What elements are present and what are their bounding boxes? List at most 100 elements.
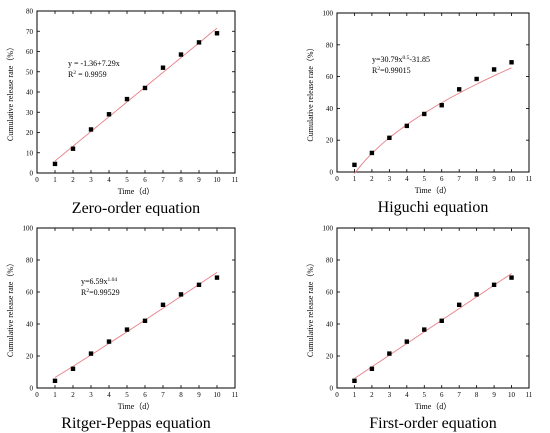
panel-title: First-order equation bbox=[369, 415, 497, 432]
data-point bbox=[352, 162, 357, 168]
x-tick-label: 10 bbox=[214, 176, 222, 184]
plot-frame bbox=[36, 10, 236, 174]
y-tick-label: 40 bbox=[326, 105, 334, 113]
equation-exponent: 1.04 bbox=[108, 277, 118, 283]
x-tick-label: 6 bbox=[440, 175, 444, 183]
data-point bbox=[88, 351, 94, 356]
data-point bbox=[387, 351, 392, 356]
data-point bbox=[387, 135, 392, 141]
data-point bbox=[196, 40, 202, 45]
data-point bbox=[178, 52, 184, 57]
data-point bbox=[422, 327, 427, 332]
data-point bbox=[88, 127, 94, 132]
x-tick-label: 8 bbox=[475, 175, 479, 183]
x-axis-title: Time（d） bbox=[415, 402, 452, 411]
equation-text: -31.85 bbox=[409, 55, 430, 64]
plot-frame bbox=[336, 227, 530, 389]
data-point bbox=[70, 366, 76, 371]
x-tick-label: 5 bbox=[125, 391, 129, 399]
data-point bbox=[124, 327, 130, 332]
r-squared-exponent: 2 bbox=[377, 66, 380, 72]
equation-line: y=30.79x0.5-31.85 bbox=[372, 55, 430, 64]
y-tick-label: 100 bbox=[23, 225, 34, 233]
data-point bbox=[160, 302, 166, 307]
y-tick-label: 80 bbox=[26, 257, 34, 265]
y-tick-label: 0 bbox=[330, 169, 334, 177]
fit-line bbox=[354, 273, 512, 379]
y-tick-label: 60 bbox=[326, 73, 334, 81]
r-squared-symbol: R bbox=[68, 70, 74, 79]
x-tick-label: 2 bbox=[71, 391, 75, 399]
r-squared-exponent: 2 bbox=[86, 288, 89, 294]
x-axis-title: Time（d） bbox=[118, 187, 155, 196]
y-tick-label: 60 bbox=[26, 289, 34, 297]
x-tick-label: 9 bbox=[197, 176, 201, 184]
r-squared: R2=0.99529 bbox=[81, 288, 120, 297]
data-point bbox=[369, 150, 375, 156]
y-tick-label: 80 bbox=[326, 41, 334, 49]
fit-line bbox=[54, 272, 218, 378]
y-tick-label: 0 bbox=[30, 385, 34, 393]
x-tick-label: 1 bbox=[53, 176, 57, 184]
y-axis-title: Cumulative release rate（%） bbox=[306, 259, 315, 357]
x-tick-label: 10 bbox=[214, 391, 222, 399]
data-point bbox=[214, 275, 220, 280]
equation-line: y = -1.36+7.29x bbox=[68, 59, 120, 68]
data-point bbox=[509, 60, 514, 65]
data-point bbox=[352, 378, 357, 383]
chart-panel-ritger-peppas: 0 1 2 3 4 5 6 7 8 9 10 11 0 20 40 60 80 100 Time（d） Cumulat… bbox=[0, 217, 275, 433]
data-point bbox=[214, 31, 220, 36]
plot-frame bbox=[336, 12, 530, 173]
x-tick-label: 6 bbox=[143, 391, 147, 399]
y-axis-title: Cumulative release rate（%） bbox=[306, 43, 315, 141]
chart-panel-zero-order: 0 1 2 3 4 5 6 7 8 9 10 11 0 10 20 30 40 50 60 70 80 Time（d） Cu… bbox=[0, 0, 275, 217]
x-tick-label: 8 bbox=[179, 176, 183, 184]
y-tick-label: 40 bbox=[26, 89, 34, 97]
x-tick-label: 0 bbox=[335, 175, 339, 183]
data-point bbox=[474, 76, 479, 82]
fit-line bbox=[354, 67, 512, 174]
equation-line: y=6.59x1.04 bbox=[81, 277, 117, 286]
data-point bbox=[439, 318, 444, 323]
equation-text: y=6.59x bbox=[81, 277, 108, 286]
x-tick-label: 1 bbox=[353, 175, 357, 183]
data-point bbox=[474, 292, 479, 297]
y-axis-title: Cumulative release rate（%） bbox=[6, 43, 15, 141]
x-tick-label: 2 bbox=[370, 175, 374, 183]
x-tick-label: 7 bbox=[161, 176, 165, 184]
r-squared: R2=0.99015 bbox=[372, 66, 411, 75]
y-tick-label: 20 bbox=[326, 137, 334, 145]
x-tick-label: 5 bbox=[423, 175, 427, 183]
x-tick-label: 0 bbox=[335, 391, 339, 399]
x-axis-title: Time（d） bbox=[415, 186, 452, 195]
x-tick-label: 8 bbox=[179, 391, 183, 399]
y-tick-label: 30 bbox=[26, 109, 34, 117]
x-tick-label: 3 bbox=[388, 391, 392, 399]
y-tick-label: 100 bbox=[323, 225, 334, 233]
panel-title: Zero-order equation bbox=[72, 200, 200, 216]
data-point bbox=[52, 161, 58, 167]
x-tick-label: 4 bbox=[107, 391, 111, 399]
r-squared: R2 = 0.9959 bbox=[68, 70, 107, 79]
data-point bbox=[509, 275, 514, 280]
fit-line bbox=[54, 27, 218, 162]
data-point bbox=[142, 85, 148, 91]
x-tick-label: 8 bbox=[475, 391, 479, 399]
y-axis-title: Cumulative release rate（%） bbox=[6, 259, 15, 357]
x-tick-label: 0 bbox=[35, 176, 39, 184]
panel-title: Ritger-Peppas equation bbox=[61, 415, 210, 432]
x-tick-label: 3 bbox=[388, 175, 392, 183]
y-tick-label: 60 bbox=[326, 289, 334, 297]
x-tick-label: 5 bbox=[125, 176, 129, 184]
r-squared-exponent: 2 bbox=[73, 70, 76, 76]
y-tick-label: 80 bbox=[326, 257, 334, 265]
r-squared-value: =0.99015 bbox=[380, 66, 411, 75]
y-tick-label: 60 bbox=[26, 48, 34, 56]
chart-panel-first-order: 0 1 2 3 4 5 6 7 8 9 10 11 0 20 40 60 80 100 Time（d） Cumulat… bbox=[275, 217, 550, 433]
data-point bbox=[178, 292, 184, 297]
data-point bbox=[124, 96, 130, 102]
data-point bbox=[106, 339, 112, 344]
y-tick-label: 70 bbox=[26, 28, 34, 36]
data-point bbox=[456, 87, 462, 92]
data-point bbox=[404, 123, 410, 129]
